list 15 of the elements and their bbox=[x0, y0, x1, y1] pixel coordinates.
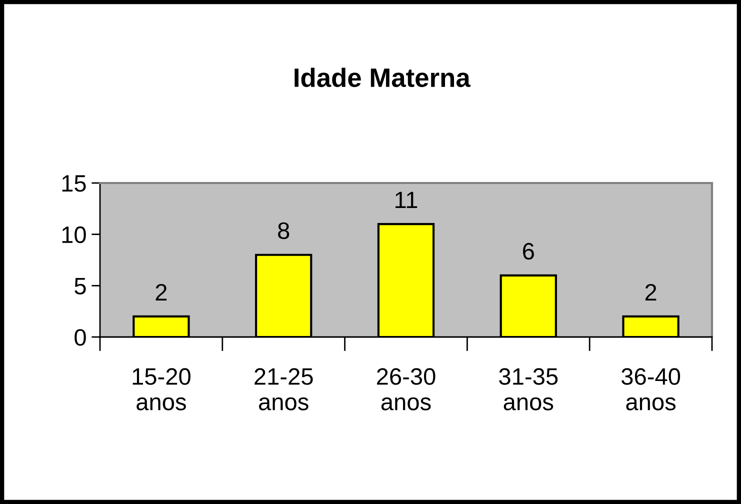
x-tick-label: 36-40 anos bbox=[622, 368, 680, 410]
data-label: 8 bbox=[278, 222, 290, 240]
data-label: 2 bbox=[645, 284, 656, 300]
y-tick-label: 15 bbox=[62, 175, 86, 192]
data-label: 6 bbox=[523, 242, 534, 260]
data-label: 2 bbox=[156, 284, 167, 300]
data-label: 11 bbox=[396, 192, 418, 208]
y-tick-label: 5 bbox=[74, 278, 86, 294]
x-tick-label: 26-30 anos bbox=[376, 368, 436, 410]
chart-title: Idade Materna bbox=[294, 68, 471, 88]
x-tick-label: 21-25 anos bbox=[254, 368, 313, 410]
y-tick-label: 10 bbox=[62, 226, 86, 244]
y-tick-label: 0 bbox=[74, 329, 86, 346]
x-tick-label: 15-20 anos bbox=[132, 368, 190, 410]
x-tick-label: 31-35 anos bbox=[499, 368, 558, 410]
